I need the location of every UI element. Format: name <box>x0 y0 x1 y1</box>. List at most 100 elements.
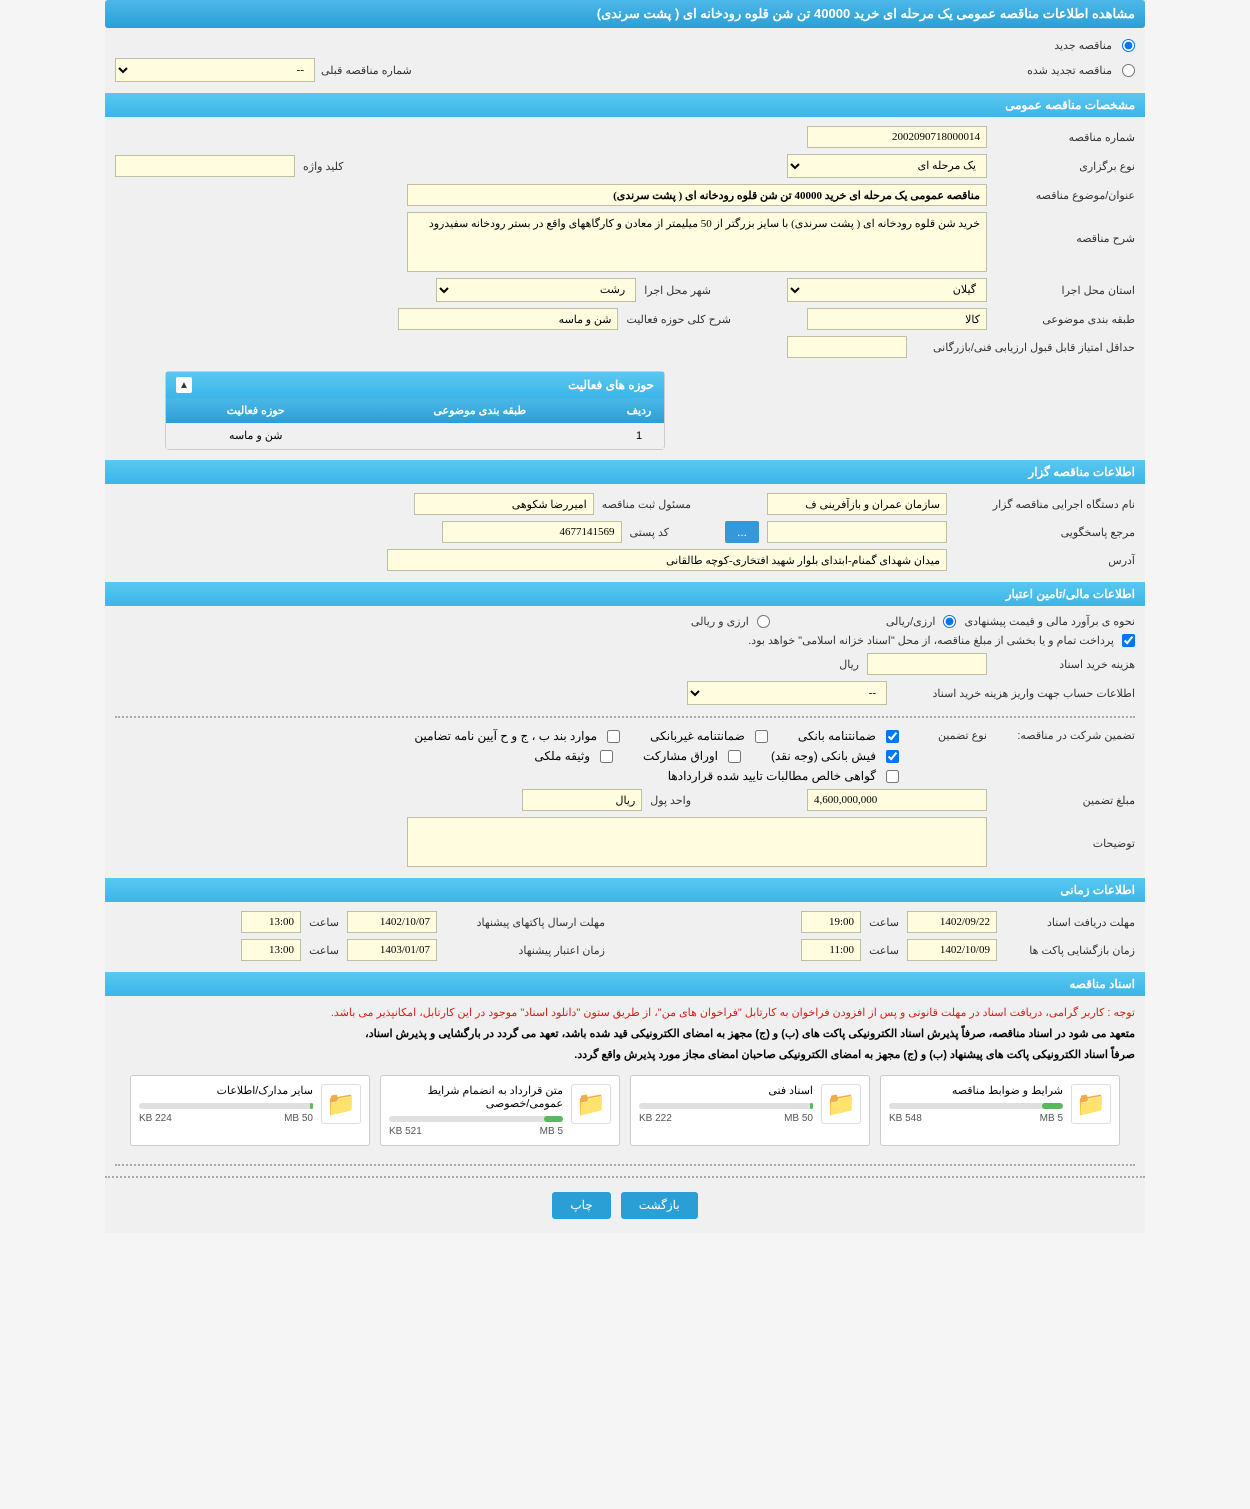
cb-participation-bonds[interactable] <box>728 750 741 763</box>
doc-title: سایر مدارک/اطلاعات <box>139 1084 313 1097</box>
label-subject: عنوان/موضوع مناقصه <box>995 189 1135 202</box>
input-opening-time[interactable] <box>801 939 861 961</box>
cb-bank-guarantee[interactable] <box>886 730 899 743</box>
label-currency-unit: واحد پول <box>650 794 691 807</box>
select-account-info[interactable]: -- <box>687 681 887 705</box>
doc-grid: 📁 شرایط و ضوابط مناقصه 5 MB548 KB 📁 اسنا… <box>105 1065 1145 1156</box>
radio-new-tender[interactable] <box>1122 39 1135 52</box>
notice-red: توجه : کاربر گرامی، دریافت اسناد در مهلت… <box>105 1002 1145 1023</box>
radio-rial[interactable] <box>943 615 956 628</box>
textarea-description[interactable]: خرید شن قلوه رودخانه ای ( پشت سرندی) با … <box>407 212 987 272</box>
doc-card[interactable]: 📁 اسناد فنی 50 MB222 KB <box>630 1075 870 1146</box>
label-submit-deadline: مهلت ارسال پاکتهای پیشنهاد <box>445 916 605 929</box>
input-min-score[interactable] <box>787 336 907 358</box>
input-doc-cost[interactable] <box>867 653 987 675</box>
label-guarantee-type: نوع تضمین <box>907 729 987 742</box>
textarea-notes[interactable] <box>407 817 987 867</box>
input-receive-time[interactable] <box>801 911 861 933</box>
input-submit-time[interactable] <box>241 911 301 933</box>
input-registrar[interactable] <box>414 493 594 515</box>
label-receive-deadline: مهلت دریافت اسناد <box>1005 916 1135 929</box>
label-city: شهر محل اجرا <box>644 284 711 297</box>
input-postal-code[interactable] <box>442 521 622 543</box>
activity-table: ردیف طبقه بندی موضوعی حوزه فعالیت 1 شن و… <box>166 398 664 449</box>
doc-size: 521 KB <box>389 1126 422 1137</box>
cb-receivables-cert[interactable] <box>886 770 899 783</box>
label-registrar: مسئول ثبت مناقصه <box>602 498 691 511</box>
print-button[interactable]: چاپ <box>552 1192 610 1219</box>
input-validity-time[interactable] <box>241 939 301 961</box>
label-prev-number: شماره مناقصه قبلی <box>321 64 412 77</box>
input-tender-number[interactable] <box>807 126 987 148</box>
back-button[interactable]: بازگشت <box>621 1192 698 1219</box>
label-nonbank-guarantee: ضمانتنامه غیربانکی <box>650 729 745 743</box>
select-holding-type[interactable]: یک مرحله ای <box>787 154 987 178</box>
input-category[interactable] <box>807 308 987 330</box>
label-option-rial: ارزی/ریالی <box>886 615 936 628</box>
input-response-ref[interactable] <box>767 521 947 543</box>
label-holding-type: نوع برگزاری <box>995 160 1135 173</box>
label-exec-name: نام دستگاه اجرایی مناقصه گزار <box>955 498 1135 511</box>
label-participation-bonds: اوراق مشارکت <box>643 749 718 763</box>
label-property-deposit: وثیقه ملکی <box>534 749 590 763</box>
doc-max: 50 MB <box>784 1113 813 1124</box>
activity-panel: حوزه های فعالیت ▲ ردیف طبقه بندی موضوعی … <box>165 371 665 450</box>
input-submit-date[interactable] <box>347 911 437 933</box>
input-keyword[interactable] <box>115 155 295 177</box>
doc-card[interactable]: 📁 متن قرارداد به انضمام شرایط عمومی/خصوص… <box>380 1075 620 1146</box>
doc-card[interactable]: 📁 سایر مدارک/اطلاعات 50 MB 224 KB <box>130 1075 370 1146</box>
checkbox-payment-note[interactable] <box>1122 634 1135 647</box>
input-exec-name[interactable] <box>767 493 947 515</box>
folder-icon: 📁 <box>321 1084 361 1124</box>
label-doc-cost: هزینه خرید اسناد <box>995 658 1135 671</box>
cb-regulation-items[interactable] <box>607 730 620 743</box>
label-bank-receipt: فیش بانکی (وجه نقد) <box>771 749 876 763</box>
section-docs: اسناد مناقصه <box>105 972 1145 996</box>
label-time1: ساعت <box>869 916 899 929</box>
collapse-icon[interactable]: ▲ <box>176 377 192 393</box>
notice-bold2: صرفاً اسناد الکترونیکی پاکت های پیشنهاد … <box>105 1044 1145 1065</box>
input-guarantee-amount[interactable] <box>807 789 987 811</box>
label-category: طبقه بندی موضوعی <box>995 313 1135 326</box>
doc-title: متن قرارداد به انضمام شرایط عمومی/خصوصی <box>389 1084 563 1110</box>
input-subject[interactable] <box>407 184 987 206</box>
select-province[interactable]: گیلان <box>787 278 987 302</box>
radio-currency[interactable] <box>757 615 770 628</box>
th-category: طبقه بندی موضوعی <box>345 398 614 423</box>
label-min-score: حداقل امتیاز قابل قبول ارزیابی فنی/بازرگ… <box>915 341 1135 354</box>
doc-size: 224 KB <box>139 1113 172 1124</box>
cb-nonbank-guarantee[interactable] <box>755 730 768 743</box>
radio-renewed-tender[interactable] <box>1122 64 1135 77</box>
input-opening-date[interactable] <box>907 939 997 961</box>
label-time3: ساعت <box>309 916 339 929</box>
label-notes: توضیحات <box>995 817 1135 850</box>
notice-bold1: متعهد می شود در اسناد مناقصه، صرفاً پذیر… <box>105 1023 1145 1044</box>
label-renewed-tender: مناقصه تجدید شده <box>1027 64 1112 77</box>
cb-property-deposit[interactable] <box>600 750 613 763</box>
select-city[interactable]: رشت <box>436 278 636 302</box>
select-prev-number[interactable]: -- <box>115 58 315 82</box>
input-validity-date[interactable] <box>347 939 437 961</box>
label-regulation-items: موارد بند ب ، ج و ح آیین نامه تضامین <box>414 729 597 743</box>
doc-max: 50 MB <box>284 1113 313 1124</box>
label-activity-desc: شرح کلی حوزه فعالیت <box>626 313 731 326</box>
more-button[interactable]: ... <box>725 521 759 543</box>
label-option-currency: ارزی و ریالی <box>691 615 749 628</box>
label-opening-time: زمان بازگشایی پاکت ها <box>1005 944 1135 957</box>
cb-bank-receipt[interactable] <box>886 750 899 763</box>
label-bank-guarantee: ضمانتنامه بانکی <box>798 729 876 743</box>
label-address: آدرس <box>955 554 1135 567</box>
section-financial: اطلاعات مالی/تامین اعتبار <box>105 582 1145 606</box>
th-row: ردیف <box>614 398 664 423</box>
input-currency-unit[interactable] <box>522 789 642 811</box>
input-address[interactable] <box>387 549 947 571</box>
doc-card[interactable]: 📁 شرایط و ضوابط مناقصه 5 MB548 KB <box>880 1075 1120 1146</box>
label-account-info: اطلاعات حساب جهت واریز هزینه خرید اسناد <box>895 687 1135 700</box>
input-receive-date[interactable] <box>907 911 997 933</box>
section-timing: اطلاعات زمانی <box>105 878 1145 902</box>
table-row: 1 شن و ماسه <box>166 423 664 449</box>
input-activity-desc[interactable] <box>398 308 618 330</box>
page-header: مشاهده اطلاعات مناقصه عمومی یک مرحله ای … <box>105 0 1145 28</box>
doc-title: اسناد فنی <box>639 1084 813 1097</box>
label-tender-number: شماره مناقصه <box>995 131 1135 144</box>
